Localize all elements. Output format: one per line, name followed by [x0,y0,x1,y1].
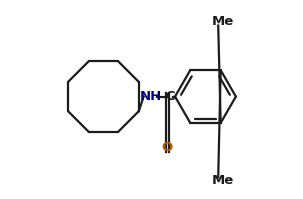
Text: Me: Me [212,16,234,28]
Text: NH: NH [139,90,161,103]
Text: C: C [165,90,175,103]
Text: O: O [162,141,173,154]
Text: Me: Me [212,175,234,187]
